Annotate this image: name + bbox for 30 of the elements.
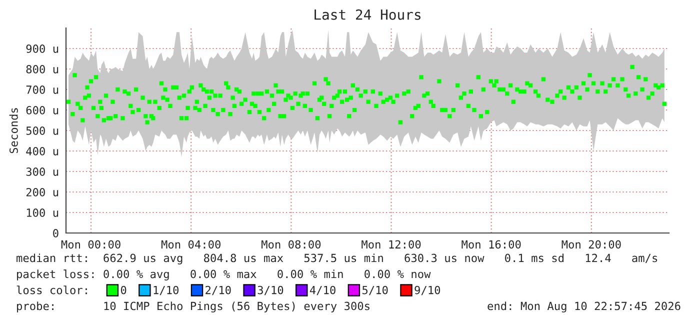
y-tick-label: 300 u <box>26 168 58 176</box>
y-tick-label: 700 u <box>26 86 58 94</box>
legend-label: 2/10 <box>206 286 231 296</box>
y-tick-label: 500 u <box>26 126 58 135</box>
y-tick-label: 400 u <box>26 147 58 156</box>
legend-label: 5/10 <box>362 286 388 296</box>
y-tick-label: 900 u <box>26 44 58 53</box>
x-tick-label: Mon 04:00 <box>161 240 220 249</box>
text: median rtt: 662.9 us avg 804.8 us max 537.5 us min 630.3 us now 0.1 ms sd 12.4 am/s <box>16 254 658 264</box>
x-tick-label: Mon 12:00 <box>362 240 421 249</box>
text: packet loss: 0.00 % avg 0.00 % max 0.00 % min 0.00 % now <box>17 270 431 280</box>
x-tick-label: Mon 20:00 <box>562 240 621 249</box>
y-axis-title: Seconds <box>9 108 18 154</box>
legend-label: 9/10 <box>414 286 440 296</box>
legend-title: loss color: <box>16 286 87 294</box>
text: end: Mon Aug 10 22:57:45 2026 <box>488 302 680 312</box>
legend-label: 4/10 <box>310 286 336 296</box>
y-tick-label: 600 u <box>26 106 58 114</box>
legend-label: 0 <box>120 286 126 294</box>
y-tick-label: 100 u <box>26 208 58 217</box>
y-tick-label: 800 u <box>26 65 58 74</box>
x-tick-label: Mon 08:00 <box>262 240 321 249</box>
x-tick-label: Mon 16:00 <box>462 240 521 249</box>
y-tick-label: 200 u <box>26 188 58 196</box>
x-tick-label: Mon 00:00 <box>61 240 120 249</box>
chart-title: Last 24 Hours <box>314 9 420 20</box>
legend-label: 3/10 <box>258 286 284 296</box>
y-tick-label: 0 <box>53 229 58 238</box>
legend-label: 1/10 <box>154 286 179 296</box>
text: probe: 10 ICMP Echo Pings (56 Bytes) every 300s <box>17 302 370 312</box>
